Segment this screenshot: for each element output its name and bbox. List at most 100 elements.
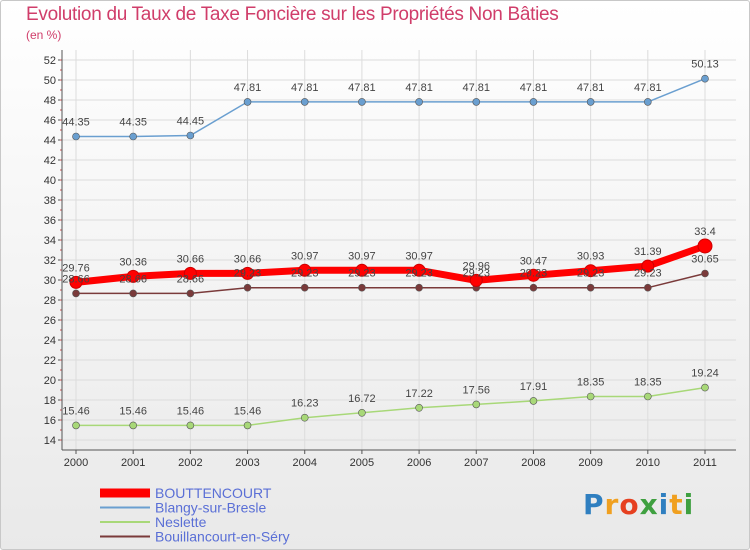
data-label: 30.66 [177,253,205,265]
data-label: 30.97 [291,250,319,262]
logo-letter: t [669,488,684,521]
series-line-3 [76,272,706,295]
data-point [126,269,140,283]
data-point [701,383,709,392]
data-label: 29.23 [405,268,433,280]
y-tick-label: 40 [44,175,56,187]
data-point [472,98,481,106]
y-tick-label: 46 [44,115,56,127]
logo-letter: o [619,488,640,521]
data-point [72,421,80,430]
y-tick-label: 48 [44,95,56,107]
y-tick-label: 38 [44,195,56,207]
y-tick-label: 20 [44,375,56,387]
data-point [641,259,655,273]
y-tick-label: 18 [44,395,56,407]
data-point [529,98,538,106]
data-point [586,392,595,401]
data-point [129,421,137,430]
y-tick-label: 16 [44,415,56,427]
y-tick-label: 34 [44,235,56,247]
y-tick-label: 52 [44,55,56,67]
data-label: 47.81 [520,82,548,94]
x-tick-label: 2004 [292,457,316,469]
data-point [586,283,595,292]
data-label: 29.23 [234,268,262,280]
data-label: 30.47 [520,255,548,267]
logo-letter: i [683,488,695,521]
data-point [584,264,598,278]
data-label: 29.23 [634,268,662,280]
data-point [183,266,197,280]
data-label: 30.36 [119,256,147,268]
series-line-0 [75,242,707,286]
data-label: 44.35 [119,117,147,129]
data-point [72,289,80,298]
data-point [412,263,426,277]
data-point [300,413,309,422]
data-point [243,98,252,106]
data-label: 28.66 [119,273,147,285]
data-labels: 29.76 30.36 30.66 30.66 30.97 30.97 30.97 29.96… [62,59,719,418]
data-point [529,397,538,405]
data-point [129,289,137,298]
data-label: 17.56 [463,384,491,396]
data-point [697,238,713,254]
x-tick-label: 2003 [235,457,259,469]
y-tick-label: 50 [44,75,56,87]
data-label: 30.66 [234,253,262,265]
data-label: 47.81 [577,82,605,94]
logo-letter: x [639,488,659,521]
data-label: 44.35 [62,117,90,129]
data-label: 29.23 [348,268,376,280]
data-label: 29.96 [463,260,491,272]
data-point [358,408,366,417]
y-tick-label: 42 [44,155,56,167]
legend-label: BOUTTENCOURT [155,485,272,501]
axes: 14 16 18 20 22 24 26 28 30 32 34 36 38 40 42 44 46 48 50 52… [44,50,736,469]
data-label: 16.72 [348,393,376,405]
data-point [415,98,423,106]
legend-label: Bouillancourt-en-Séry [155,529,290,545]
data-label: 47.81 [234,82,262,94]
data-label: 47.81 [348,82,376,94]
data-point [529,283,538,292]
data-point [526,268,540,282]
data-label: 44.45 [177,116,205,128]
legend-label: Neslette [155,514,207,530]
data-point [644,392,652,401]
y-axis-unit: (en %) [26,28,62,42]
data-point [415,403,423,412]
data-point [644,98,652,106]
data-label: 29.23 [463,268,491,280]
x-tick-label: 2006 [407,457,431,469]
x-tick-label: 2011 [693,457,717,469]
data-point [186,131,195,140]
data-label: 15.46 [234,405,262,417]
x-tick-label: 2009 [578,457,602,469]
y-tick-label: 22 [44,355,56,367]
data-label: 47.81 [405,82,433,94]
x-tick-label: 2001 [121,457,145,469]
x-tick-label: 2010 [636,457,660,469]
data-label: 30.93 [577,251,605,263]
y-tick-label: 32 [44,255,56,267]
x-tick-label: 2000 [64,457,88,469]
data-label: 31.39 [634,246,662,258]
data-label: 29.23 [291,268,319,280]
y-tick-label: 36 [44,215,56,227]
series-line-1 [76,78,706,138]
logo-letter: i [658,488,670,521]
data-label: 30.97 [348,250,376,262]
data-point [644,283,652,292]
data-label: 28.66 [177,273,205,285]
logo-letter: r [604,488,620,521]
data-label: 47.81 [634,82,662,94]
x-tick-label: 2008 [521,457,545,469]
data-label: 47.81 [291,82,319,94]
data-label: 15.46 [62,405,90,417]
y-tick-label: 30 [44,275,56,287]
data-label: 47.81 [463,82,491,94]
data-point [469,273,483,287]
